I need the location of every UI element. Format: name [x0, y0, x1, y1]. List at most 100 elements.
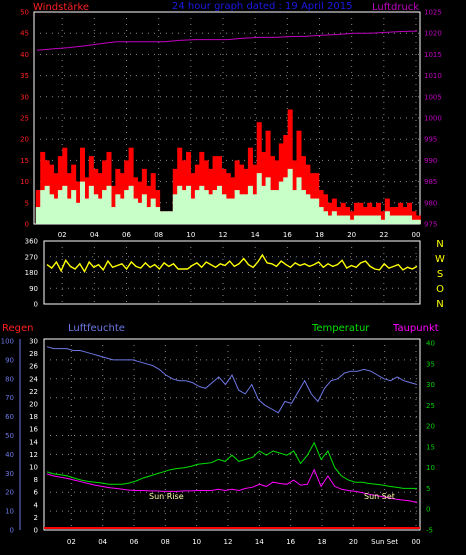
direction-line	[46, 253, 418, 274]
humidity-plot-frame	[43, 338, 421, 531]
wind-average-bar	[274, 190, 280, 224]
sunset-label: Sun Set	[364, 492, 395, 501]
wind-axis-title: Windstärke	[33, 2, 89, 13]
humidity-y-tick-label: 80	[5, 375, 14, 383]
wind-average-bar	[168, 211, 174, 224]
hour-tick-label: 04	[98, 538, 107, 546]
rain-y-tick-label: 28	[29, 350, 38, 358]
wind-average-bar	[384, 211, 390, 224]
wind-average-bar	[137, 202, 143, 224]
wind-average-bar	[358, 215, 364, 224]
wind-average-bar	[79, 181, 86, 224]
rain-y-tick-label: 0	[34, 527, 38, 535]
wind-average-bar	[371, 215, 377, 224]
hour-tick-label: 02	[58, 231, 67, 239]
pressure-y-tick-label: 1015	[424, 51, 442, 59]
wind-average-bar	[256, 173, 262, 224]
rain-y-tick-label: 10	[29, 464, 38, 472]
wind-average-bar	[212, 190, 218, 224]
wind-average-bar	[287, 168, 293, 224]
compass-letter: O	[436, 284, 444, 295]
direction-grid	[44, 241, 420, 304]
temperature-y-tick-label: 20	[426, 423, 435, 431]
wind-average-bar	[53, 198, 59, 224]
hour-tick-label: 14	[251, 231, 260, 239]
hour-tick-label: 16	[283, 231, 292, 239]
wind-average-bar	[106, 185, 112, 224]
rain-y-tick-label: 12	[29, 451, 38, 459]
humidity-line	[46, 346, 418, 414]
wind-gust-bar	[336, 207, 342, 224]
direction-y-tick-label: 270	[25, 253, 38, 261]
wind-gust-bar	[362, 207, 368, 224]
rain-y-tick-label: 26	[29, 363, 38, 371]
hour-tick-label: 08	[154, 231, 163, 239]
pressure-y-tick-label: 990	[424, 157, 437, 165]
temperature-y-tick-label: 30	[426, 381, 435, 389]
pressure-y-tick-label: 1005	[424, 93, 442, 101]
wind-average-bar	[327, 215, 333, 224]
pressure-y-tick-label: 980	[424, 199, 437, 207]
compass-letter: N	[436, 239, 443, 250]
wind-y-tick-label: 35	[20, 72, 29, 80]
wind-average-bar	[261, 185, 267, 224]
direction-plot-frame	[43, 240, 421, 305]
wind-average-bar	[75, 202, 81, 224]
hour-tick-label: 00	[412, 538, 421, 546]
hour-tick-label: 16	[286, 538, 295, 546]
temperature-y-tick-label: 10	[426, 464, 435, 472]
rain-axis-title: Regen	[2, 323, 34, 334]
wind-average-bar	[194, 190, 200, 224]
wind-pressure-panel: Windstärke 24 hour graph dated : 19 Apri…	[20, 1, 442, 239]
wind-average-bar	[172, 194, 178, 224]
wind-gust-bar	[389, 207, 395, 224]
wind-average-bar	[336, 215, 342, 224]
wind-average-bar	[66, 198, 72, 224]
rain-y-tick-label: 8	[34, 476, 38, 484]
wind-gust-bar	[340, 202, 346, 224]
hour-tick-label: Sun Set	[371, 538, 398, 546]
humidity-y-tick-label: 70	[5, 394, 14, 402]
wind-average-bar	[323, 211, 329, 224]
wind-average-bar	[318, 207, 324, 224]
wind-average-bar	[367, 215, 373, 224]
chart-title: 24 hour graph dated : 19 April 2015	[172, 1, 352, 12]
wind-average-bar	[278, 181, 284, 224]
hour-tick-label: 18	[318, 538, 327, 546]
hour-tick-label: 14	[255, 538, 264, 546]
direction-series	[46, 253, 418, 274]
compass-letter: W	[435, 254, 445, 265]
wind-average-bar	[292, 190, 298, 224]
wind-average-bar	[62, 185, 68, 224]
wind-average-bar	[376, 215, 382, 224]
wind-y-tick-label: 40	[20, 51, 29, 59]
rain-y-tick-label: 6	[34, 489, 39, 497]
wind-gust-bar	[393, 207, 399, 224]
hour-tick-label: 20	[349, 538, 358, 546]
wind-average-bar	[199, 185, 205, 224]
humidity-y-tick-label: 0	[10, 527, 14, 535]
wind-y-tick-label: 30	[20, 93, 29, 101]
wind-y-tick-label: 5	[25, 199, 29, 207]
pressure-y-tick-label: 1010	[424, 72, 442, 80]
wind-average-bar	[305, 194, 311, 224]
wind-average-bar	[146, 207, 152, 224]
humidity-x-ticks: 02 04 06 08 10 12 14 16 18 20 Sun Set 00	[67, 538, 421, 546]
wind-average-bar	[44, 185, 50, 224]
hour-tick-label: 06	[130, 538, 139, 546]
wind-average-bar	[393, 215, 399, 224]
wind-average-bar	[340, 215, 346, 224]
wind-gust-bar	[323, 194, 329, 224]
humidity-y-tick-label: 10	[5, 508, 14, 516]
dewpoint-axis-title: Taupunkt	[392, 323, 439, 334]
humidity-grid	[44, 339, 420, 530]
wind-average-bar	[155, 207, 161, 224]
wind-average-bar	[309, 198, 315, 224]
wind-average-bar	[203, 190, 209, 224]
wind-average-bar	[389, 215, 395, 224]
wind-average-bar	[71, 190, 77, 224]
wind-average-bar	[208, 194, 214, 224]
wind-average-bar	[133, 198, 139, 224]
